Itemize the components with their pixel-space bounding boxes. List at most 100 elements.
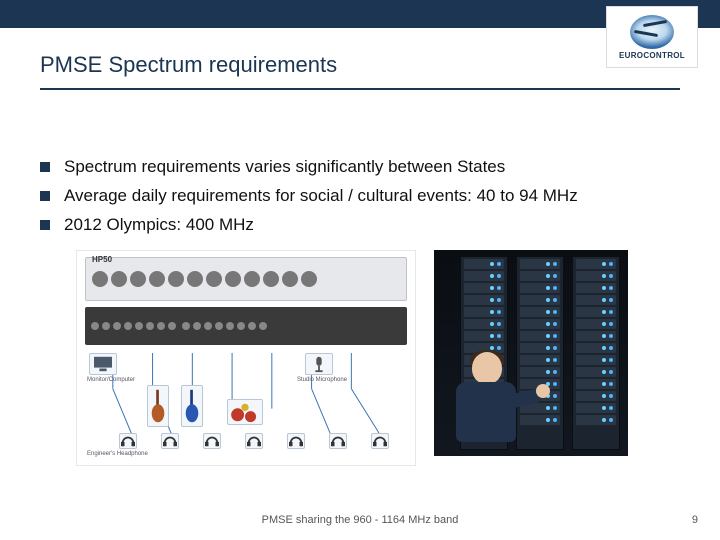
brand-name: EUROCONTROL: [619, 51, 685, 60]
jack-icon: [146, 322, 154, 330]
server-unit-icon: [576, 259, 616, 269]
pmse-equipment-diagram: HP50 Monitor/Computer: [76, 250, 416, 466]
jack-icon: [124, 322, 132, 330]
brand-logo-icon: [630, 15, 674, 49]
list-item: Spectrum requirements varies significant…: [40, 156, 680, 179]
server-unit-icon: [520, 295, 560, 305]
jack-icon: [193, 322, 201, 330]
knob-icon: [244, 271, 260, 287]
drums-icon: [227, 399, 263, 425]
jack-icon: [102, 322, 110, 330]
footer-text: PMSE sharing the 960 - 1164 MHz band: [0, 514, 720, 526]
mic-icon: [305, 353, 333, 375]
server-unit-icon: [576, 307, 616, 317]
knob-icon: [263, 271, 279, 287]
jack-icon: [113, 322, 121, 330]
knob-icon: [92, 271, 108, 287]
jack-icon: [215, 322, 223, 330]
bullet-square-icon: [40, 220, 50, 230]
jack-icon: [237, 322, 245, 330]
headphones-icon: [245, 433, 263, 449]
image-row: HP50 Monitor/Computer: [76, 250, 628, 466]
bullet-square-icon: [40, 191, 50, 201]
jack-icon: [168, 322, 176, 330]
guitar-icon: [147, 385, 169, 427]
server-unit-icon: [520, 343, 560, 353]
server-unit-icon: [576, 355, 616, 365]
rack-unit: HP50: [85, 257, 407, 301]
schematic-label: Engineer's Headphone: [87, 451, 148, 457]
server-unit-icon: [464, 259, 504, 269]
schematic-label: Monitor/Computer: [87, 377, 135, 383]
server-column: [516, 256, 564, 450]
server-unit-icon: [520, 259, 560, 269]
server-column: [572, 256, 620, 450]
server-unit-icon: [520, 307, 560, 317]
page-number: 9: [692, 514, 698, 526]
knob-icon: [206, 271, 222, 287]
jack-icon: [182, 322, 190, 330]
server-unit-icon: [576, 319, 616, 329]
slide: EUROCONTROL PMSE Spectrum requirements S…: [0, 0, 720, 540]
server-unit-icon: [520, 283, 560, 293]
bullet-text: Average daily requirements for social / …: [64, 185, 680, 208]
server-unit-icon: [576, 331, 616, 341]
jack-icon: [226, 322, 234, 330]
server-unit-icon: [520, 415, 560, 425]
guitar-icon: [181, 385, 203, 427]
jack-icon: [135, 322, 143, 330]
technician-icon: [448, 352, 522, 448]
jack-icon: [259, 322, 267, 330]
server-unit-icon: [576, 343, 616, 353]
brand-logo: EUROCONTROL: [606, 6, 698, 68]
monitor-icon: [89, 353, 117, 375]
server-unit-icon: [576, 283, 616, 293]
jack-icon: [204, 322, 212, 330]
list-item: 2012 Olympics: 400 MHz: [40, 214, 680, 237]
knob-icon: [130, 271, 146, 287]
knob-icon: [301, 271, 317, 287]
server-unit-icon: [520, 271, 560, 281]
server-unit-icon: [576, 379, 616, 389]
rack-model-label: HP50: [92, 255, 112, 264]
knob-icon: [225, 271, 241, 287]
server-unit-icon: [464, 307, 504, 317]
headphones-icon: [329, 433, 347, 449]
server-unit-icon: [576, 403, 616, 413]
list-item: Average daily requirements for social / …: [40, 185, 680, 208]
wiring-schematic: Monitor/Computer Studio Microphone: [83, 349, 409, 459]
knob-icon: [168, 271, 184, 287]
server-room-photo: [434, 250, 628, 456]
bullet-square-icon: [40, 162, 50, 172]
server-unit-icon: [576, 367, 616, 377]
headphones-icon: [119, 433, 137, 449]
headphones-icon: [287, 433, 305, 449]
knob-icon: [111, 271, 127, 287]
title-underline: [40, 88, 680, 90]
server-unit-icon: [464, 283, 504, 293]
server-unit-icon: [576, 415, 616, 425]
bullet-text: 2012 Olympics: 400 MHz: [64, 214, 680, 237]
jack-icon: [248, 322, 256, 330]
server-unit-icon: [464, 295, 504, 305]
server-unit-icon: [520, 319, 560, 329]
page-title: PMSE Spectrum requirements: [40, 52, 337, 78]
server-unit-icon: [520, 331, 560, 341]
server-racks: [434, 250, 628, 456]
server-unit-icon: [576, 295, 616, 305]
bullet-list: Spectrum requirements varies significant…: [40, 156, 680, 243]
server-unit-icon: [576, 271, 616, 281]
server-unit-icon: [576, 391, 616, 401]
knob-icon: [282, 271, 298, 287]
schematic-label: Studio Microphone: [297, 377, 347, 383]
server-unit-icon: [464, 319, 504, 329]
jack-icon: [91, 322, 99, 330]
headphones-icon: [203, 433, 221, 449]
headphones-icon: [371, 433, 389, 449]
headphones-icon: [161, 433, 179, 449]
server-unit-icon: [520, 355, 560, 365]
patch-panel: [85, 307, 407, 345]
knob-icon: [149, 271, 165, 287]
server-unit-icon: [520, 367, 560, 377]
knob-icon: [187, 271, 203, 287]
